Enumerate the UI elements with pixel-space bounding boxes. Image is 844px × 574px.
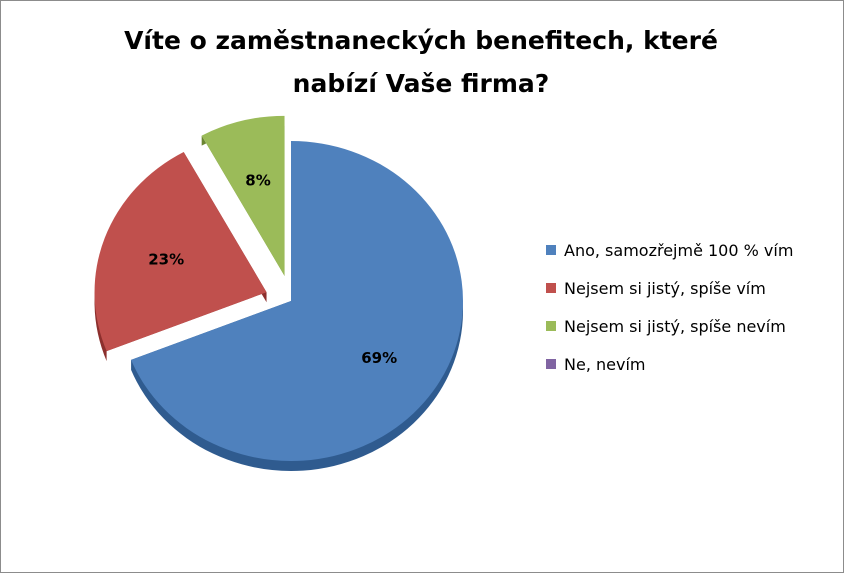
legend-label: Ano, samozřejmě 100 % vím xyxy=(564,240,794,260)
legend-swatch xyxy=(546,283,556,293)
pie-slice xyxy=(201,115,285,276)
data-labels: 69% 23% 8% xyxy=(148,172,397,367)
pie-slice xyxy=(94,151,267,352)
legend-item: Ne, nevím xyxy=(546,345,793,383)
legend-swatch xyxy=(546,245,556,255)
data-label: 8% xyxy=(245,172,270,190)
legend: Ano, samozřejmě 100 % vím Nejsem si jist… xyxy=(546,231,793,383)
pie-slices xyxy=(94,115,464,461)
data-label: 23% xyxy=(148,251,184,269)
chart-title: Víte o zaměstnaneckých benefitech, které… xyxy=(61,19,781,105)
chart-title-line-2: nabízí Vaše firma? xyxy=(292,69,550,98)
legend-item: Nejsem si jistý, spíše vím xyxy=(546,269,793,307)
chart-title-line-1: Víte o zaměstnaneckých benefitech, které xyxy=(124,26,718,55)
legend-label: Ne, nevím xyxy=(564,354,646,374)
legend-label: Nejsem si jistý, spíše vím xyxy=(564,278,766,298)
pie-slice xyxy=(131,141,464,461)
legend-item: Ano, samozřejmě 100 % vím xyxy=(546,231,793,269)
data-label: 69% xyxy=(361,349,397,367)
legend-swatch xyxy=(546,359,556,369)
legend-swatch xyxy=(546,321,556,331)
legend-item: Nejsem si jistý, spíše nevím xyxy=(546,307,793,345)
legend-label: Nejsem si jistý, spíše nevím xyxy=(564,316,786,336)
